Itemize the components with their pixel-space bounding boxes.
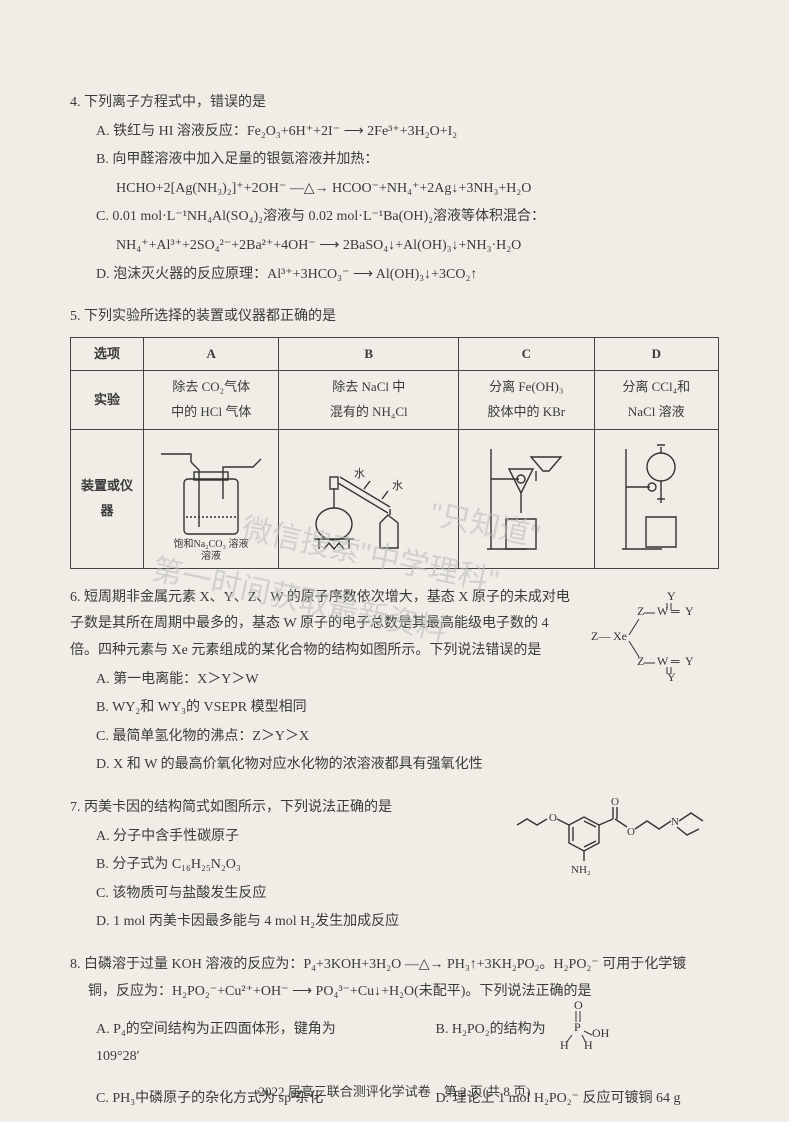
question-7: O NH₂ O O N 7. 丙美卡因的结构简式如 [70,795,719,936]
question-6: Z—Xe ZW═Y Y ZW═Y Y 6. 短周期非金属元素 X、Y、Z、W 的… [70,585,719,779]
svg-text:W: W [657,654,669,668]
q6-structure-diagram: Z—Xe ZW═Y Y ZW═Y Y [589,585,719,696]
q8-lewis-diagram: P O OH H H [540,997,618,1055]
distillation-icon: 水 水 [294,439,444,564]
q6-opt-b: B. WY₂和 WY₃的 VSEPR 模型相同 [70,695,719,722]
q4-opt-b-line1: B. 向甲醛溶液中加入足量的银氨溶液并加热： [70,147,719,174]
q8-opt-a: A. P₄的空间结构为正四面体形，键角为 109°28′ [70,1017,380,1070]
q5-th-a: A [144,337,279,371]
svg-text:O: O [627,826,635,838]
q4-opt-b-line2: HCHO+2[Ag(NH₃)₂]⁺+2OH⁻ —△→ HCOO⁻+NH₄⁺+2A… [70,176,719,203]
q4-opt-c-line1: C. 0.01 mol·L⁻¹NH₄Al(SO₄)₂溶液与 0.02 mol·L… [70,204,719,231]
svg-text:Z: Z [637,604,644,618]
q5-th-d: D [594,337,718,371]
svg-text:P: P [574,1020,581,1034]
question-5: 5. 下列实验所选择的装置或仪器都正确的是 选项 A B C D 实验 除去 C… [70,304,719,569]
q4-opt-d: D. 泡沫灭火器的反应原理：Al³⁺+3HCO₃⁻ ⟶ Al(OH)₃↓+3CO… [70,262,719,289]
q5-row1-label: 实验 [71,371,144,429]
gas-washing-bottle-icon: 饱和Na₂CO₃ 溶液 溶液 [156,439,266,564]
svg-text:溶液: 溶液 [201,549,221,562]
q5-apparatus-a: 饱和Na₂CO₃ 溶液 溶液 [144,429,279,568]
q5-th-col0: 选项 [71,337,144,371]
svg-text:OH: OH [592,1026,610,1040]
svg-text:水: 水 [392,479,403,492]
q4-opt-a: A. 铁红与 HI 溶液反应：Fe₂O₃+6H⁺+2I⁻ ⟶ 2Fe³⁺+3H₂… [70,119,719,146]
q5-apparatus-b: 水 水 [279,429,459,568]
q5-stem: 5. 下列实验所选择的装置或仪器都正确的是 [70,304,719,331]
svg-text:N: N [671,816,679,828]
q5-r1-d: 分离 CCl₄和 NaCl 溶液 [594,371,718,429]
svg-text:Z—: Z— [591,629,611,643]
q6-opt-d: D. X 和 W 的最高价氧化物对应水化物的浓溶液都具有强氧化性 [70,752,719,779]
page-footer: 2022 届高三联合测评化学试卷 第 2 页(共 8 页) [0,1081,789,1100]
svg-text:Y: Y [685,654,694,668]
q5-r1-c: 分离 Fe(OH)₃ 胶体中的 KBr [459,371,594,429]
q7-structure-diagram: O NH₂ O O N [509,795,719,901]
svg-text:Y: Y [685,604,694,618]
q5-apparatus-c [459,429,594,568]
q8-opt-b: B. H₂PO₂的结构为 P O OH H H [410,1017,720,1070]
svg-text:NH₂: NH₂ [571,864,591,876]
q5-apparatus-d [594,429,718,568]
svg-text:Y: Y [667,589,676,603]
q5-th-c: C [459,337,594,371]
q5-r1-a: 除去 CO₂气体 中的 HCl 气体 [144,371,279,429]
q4-opt-c-line2: NH₄⁺+Al³⁺+2SO₄²⁻+2Ba²⁺+4OH⁻ ⟶ 2BaSO₄↓+Al… [70,233,719,260]
separating-funnel-icon [606,439,706,564]
svg-text:O: O [549,812,557,824]
svg-text:Xe: Xe [613,629,627,643]
svg-text:水: 水 [354,467,365,480]
q5-table: 选项 A B C D 实验 除去 CO₂气体 中的 HCl 气体 除去 NaCl… [70,337,719,569]
q8-stem-line1: 8. 白磷溶于过量 KOH 溶液的反应为：P₄+3KOH+3H₂O —△→ PH… [70,952,719,979]
svg-text:H: H [584,1038,593,1052]
svg-text:═: ═ [670,654,680,668]
q5-r1-b: 除去 NaCl 中 混有的 NH₄Cl [279,371,459,429]
question-4: 4. 下列离子方程式中，错误的是 A. 铁红与 HI 溶液反应：Fe₂O₃+6H… [70,90,719,288]
svg-text:饱和Na₂CO₃ 溶液: 饱和Na₂CO₃ 溶液 [174,537,249,550]
q8-stem-line2: 铜，反应为：H₂PO₂⁻+Cu²⁺+OH⁻ ⟶ PO₄³⁻+Cu↓+H₂O(未配… [70,979,719,1006]
q5-th-b: B [279,337,459,371]
q4-stem: 4. 下列离子方程式中，错误的是 [70,90,719,117]
q5-row2-label: 装置或仪器 [71,429,144,568]
svg-text:O: O [574,998,583,1012]
q6-opt-c: C. 最简单氢化物的沸点：Z＞Y＞X [70,724,719,751]
filtration-icon [471,439,581,564]
svg-text:O: O [611,796,619,808]
q7-opt-d: D. 1 mol 丙美卡因最多能与 4 mol H₂发生加成反应 [70,909,719,936]
